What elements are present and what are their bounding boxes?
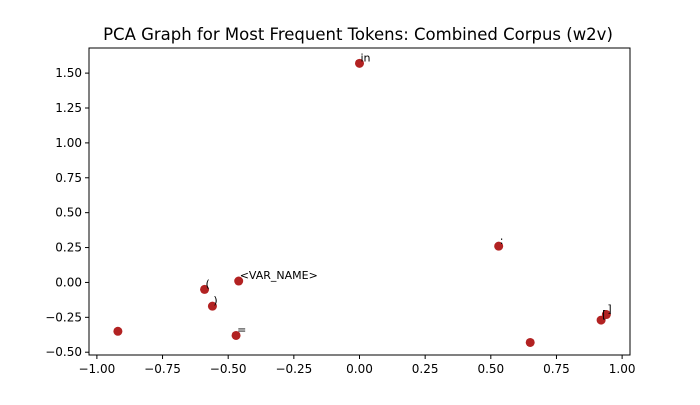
chart-title: PCA Graph for Most Frequent Tokens: Comb… bbox=[103, 25, 613, 44]
data-point-label: = bbox=[237, 323, 246, 336]
data-point bbox=[234, 276, 244, 286]
axes: −1.00 −0.75 −0.50 −0.25 0.00 0.25 0.50 0.75 1.00… bbox=[45, 47, 636, 376]
data-point bbox=[113, 326, 123, 336]
x-tick-label: −1.00 bbox=[78, 362, 115, 376]
y-tick-label: 0.25 bbox=[55, 241, 82, 255]
y-tick-label: 1.50 bbox=[55, 66, 82, 80]
y-tick-label: 1.00 bbox=[55, 136, 82, 150]
x-tick-label: −0.25 bbox=[275, 362, 312, 376]
x-tick-label: 0.00 bbox=[346, 362, 373, 376]
y-tick-label: 0.50 bbox=[55, 206, 82, 220]
y-tick-label: 0.75 bbox=[55, 171, 82, 185]
x-tick-label: 0.75 bbox=[543, 362, 570, 376]
x-tick-label: 1.00 bbox=[609, 362, 636, 376]
point-labels: in: <VAR_NAME> () = [] bbox=[206, 51, 612, 336]
data-point-label: ] bbox=[607, 303, 611, 316]
y-tick-label: −0.25 bbox=[45, 310, 82, 324]
data-point-label: in bbox=[361, 51, 371, 64]
x-tick-label: −0.75 bbox=[144, 362, 181, 376]
x-tick-label: −0.50 bbox=[210, 362, 247, 376]
data-point-label: <VAR_NAME> bbox=[240, 269, 318, 282]
x-tick-label: 0.25 bbox=[412, 362, 439, 376]
y-tick-label: −0.50 bbox=[45, 345, 82, 359]
data-point bbox=[200, 284, 210, 294]
data-point-label: : bbox=[500, 234, 504, 247]
data-point-label: [ bbox=[602, 308, 606, 321]
data-point bbox=[207, 301, 217, 311]
data-point-label: ) bbox=[213, 294, 217, 307]
data-point-label: ( bbox=[206, 277, 210, 290]
y-tick-label: 0.00 bbox=[55, 275, 82, 289]
data-points bbox=[113, 58, 611, 347]
plot-frame bbox=[88, 47, 631, 356]
data-point bbox=[494, 241, 504, 251]
y-tick-label: 1.25 bbox=[55, 101, 82, 115]
x-tick-label: 0.50 bbox=[477, 362, 504, 376]
data-point bbox=[231, 330, 241, 340]
data-point bbox=[601, 310, 611, 320]
data-point bbox=[525, 337, 535, 347]
data-point bbox=[355, 58, 364, 68]
